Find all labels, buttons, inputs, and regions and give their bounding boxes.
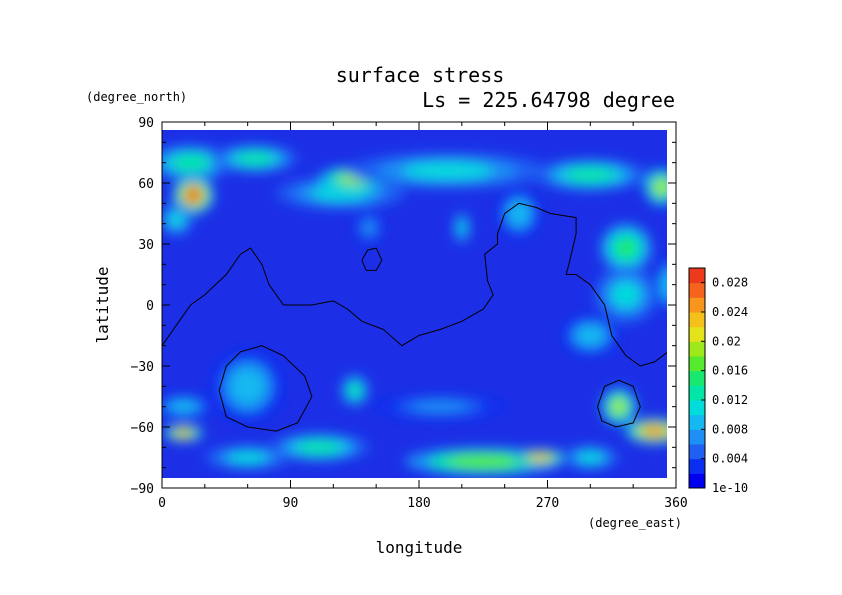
colorbar-swatch <box>689 341 705 357</box>
x-tick-label: 180 <box>407 496 430 511</box>
stress-field <box>162 144 667 476</box>
field-blob <box>171 154 210 171</box>
chart-title: surface stress <box>336 63 505 87</box>
axis-ticks: 0 90 180 270 360 90 60 30 0 −30 −60 −90 <box>131 116 688 511</box>
y-axis-label: latitude <box>93 266 112 343</box>
y-tick-label: −90 <box>131 482 154 497</box>
field-blob <box>662 272 667 297</box>
colorbar-swatch <box>689 473 705 489</box>
colorbar-tick-label: 0.012 <box>712 393 748 407</box>
y-tick-label: 60 <box>138 177 154 192</box>
field-blob <box>654 178 667 196</box>
y-tick-label: 0 <box>146 299 154 314</box>
colorbar-swatch <box>689 326 705 342</box>
colorbar-swatch <box>689 370 705 386</box>
colorbar-tick-label: 1e-10 <box>712 481 748 495</box>
colorbar-swatch <box>689 268 705 284</box>
colorbar-swatch <box>689 429 705 445</box>
colorbar-tick-label: 0.028 <box>712 276 748 290</box>
colorbar-swatch <box>689 297 705 313</box>
chart-subtitle: Ls = 225.64798 degree <box>422 88 675 112</box>
field-blob <box>457 220 466 236</box>
field-blob <box>509 202 529 225</box>
topography-contour <box>218 345 313 432</box>
field-blob <box>611 398 627 415</box>
colorbar-tick-label: 0.004 <box>712 452 748 466</box>
field-blob <box>614 237 638 260</box>
topography-contour <box>597 379 641 428</box>
colorbar: 0.028 0.024 0.02 0.016 0.012 0.008 0.004 1e-10 <box>688 267 748 495</box>
colorbar-tick-label: 0.008 <box>712 422 748 436</box>
field-blob <box>411 401 470 413</box>
colorbar-frame <box>688 267 706 489</box>
topography-contour <box>361 247 383 271</box>
field-blob <box>564 167 617 183</box>
field-blob <box>170 401 197 413</box>
colorbar-swatch <box>689 458 705 474</box>
x-tick-label: 0 <box>158 496 166 511</box>
field-blob <box>231 369 264 403</box>
topography-contour <box>162 202 667 367</box>
field-blob <box>362 220 376 236</box>
colorbar-swatch <box>689 444 705 460</box>
plot-area <box>162 130 667 478</box>
field-blob <box>228 452 267 463</box>
y-tick-label: 90 <box>138 116 154 131</box>
field-blob <box>235 152 275 166</box>
x-tick-label: 360 <box>664 496 687 511</box>
field-blob <box>168 212 184 227</box>
field-blob <box>577 326 604 345</box>
field-blob <box>641 425 667 437</box>
colorbar-swatch <box>689 282 705 298</box>
y-tick-label: −60 <box>131 421 154 436</box>
colorbar-swatch <box>689 312 705 328</box>
colorbar-swatch <box>689 385 705 401</box>
colorbar-swatch <box>689 400 705 416</box>
x-unit-label: (degree_east) <box>588 516 682 530</box>
x-tick-label: 90 <box>283 496 299 511</box>
field-blob <box>611 282 641 308</box>
x-tick-label: 270 <box>536 496 559 511</box>
y-tick-label: 30 <box>138 238 154 253</box>
y-unit-label: (degree_north) <box>86 90 187 104</box>
colorbar-tick-label: 0.02 <box>712 334 741 348</box>
colorbar-tick-label: 0.016 <box>712 364 748 378</box>
field-blob <box>348 383 362 398</box>
field-blob <box>296 440 342 454</box>
field-blob <box>174 429 193 437</box>
y-tick-label: −30 <box>131 360 154 375</box>
colorbar-tick-label: 0.024 <box>712 305 748 319</box>
x-axis-label: longitude <box>376 538 463 557</box>
colorbar-swatch <box>689 356 705 372</box>
colorbar-swatch <box>689 414 705 430</box>
topography-contours <box>162 202 667 432</box>
field-blob <box>577 452 604 463</box>
field-blob <box>402 162 493 180</box>
field-blob <box>528 453 552 462</box>
field-blob <box>447 455 519 468</box>
field-blob <box>184 186 203 204</box>
